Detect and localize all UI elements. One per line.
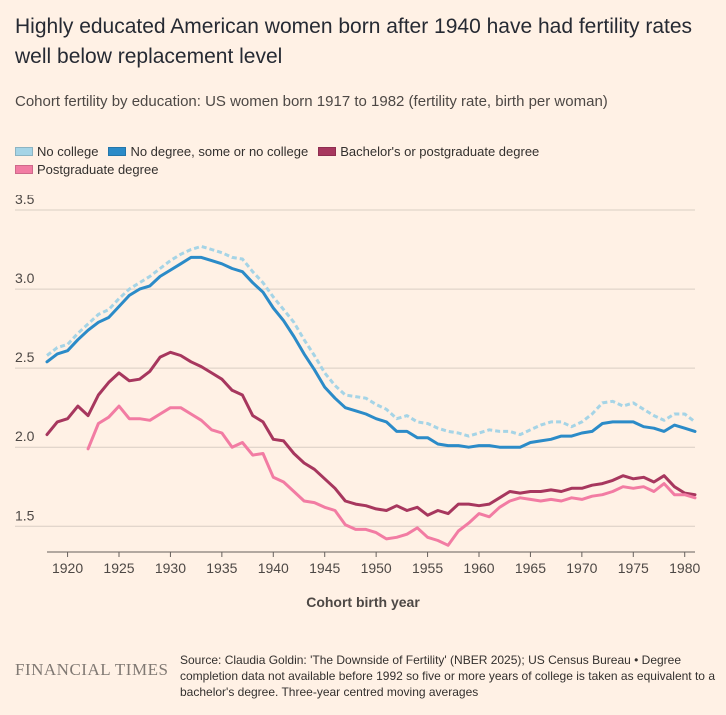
y-tick-labels: 1.5 2.0 2.5 3.0 3.5 [15, 195, 35, 523]
legend-swatch-no-college [15, 147, 33, 156]
y-tick-label: 2.5 [15, 349, 35, 365]
series-line-bachelors [45, 350, 697, 517]
y-tick-label: 1.5 [15, 507, 35, 523]
series-line-postgraduate [86, 404, 697, 547]
legend-label-no-degree: No degree, some or no college [130, 144, 309, 159]
x-tick-label: 1955 [412, 560, 443, 576]
y-tick-label: 3.0 [15, 270, 35, 286]
x-axis-label: Cohort birth year [306, 594, 420, 610]
chart-subtitle: Cohort fertility by education: US women … [15, 93, 608, 110]
legend-item-postgraduate: Postgraduate degree [15, 161, 705, 178]
x-tick-label: 1940 [258, 560, 289, 576]
x-tick-label: 1935 [206, 560, 237, 576]
x-tick-label: 1975 [618, 560, 649, 576]
legend-swatch-postgraduate [15, 165, 33, 174]
x-tick-label: 1965 [515, 560, 546, 576]
legend-swatch-bachelors [318, 147, 337, 156]
legend: No college No degree, some or no college… [15, 143, 715, 178]
legend-item-bachelors: Bachelor's or postgraduate degree [318, 143, 539, 160]
x-tick-label: 1980 [669, 560, 700, 576]
x-tick-label: 1950 [361, 560, 392, 576]
ft-logo: FINANCIAL TIMES [15, 660, 169, 679]
x-tick-label: 1920 [52, 560, 83, 576]
legend-label-postgraduate: Postgraduate degree [37, 162, 159, 177]
source-note: Source: Claudia Goldin: 'The Downside of… [180, 653, 715, 699]
legend-swatch-no-degree [108, 147, 127, 156]
y-tick-label: 3.5 [15, 195, 35, 207]
legend-item-no-college: No college [15, 143, 98, 160]
legend-label-bachelors: Bachelor's or postgraduate degree [340, 144, 540, 159]
x-tick-label: 1945 [309, 560, 340, 576]
legend-label-no-college: No college [37, 144, 99, 159]
x-tick-label: 1930 [155, 560, 186, 576]
x-tick-label: 1925 [103, 560, 134, 576]
x-axis: 1920 1925 1930 1935 1940 1945 1950 1955 1960 1965… [47, 551, 700, 576]
grid-layer [15, 209, 695, 527]
chart-title: Highly educated American women born afte… [15, 15, 693, 68]
series-line-no-college [46, 244, 696, 438]
x-tick-label: 1960 [463, 560, 494, 576]
series-line-no-degree [45, 255, 697, 449]
legend-item-no-degree: No degree, some or no college [108, 143, 308, 160]
y-tick-label: 2.0 [15, 428, 35, 444]
line-chart: 1.5 2.0 2.5 3.0 3.5 1920 1925 1930 1935 1940 1945… [15, 195, 700, 576]
x-tick-label: 1970 [566, 560, 597, 576]
series-lines [45, 244, 697, 547]
